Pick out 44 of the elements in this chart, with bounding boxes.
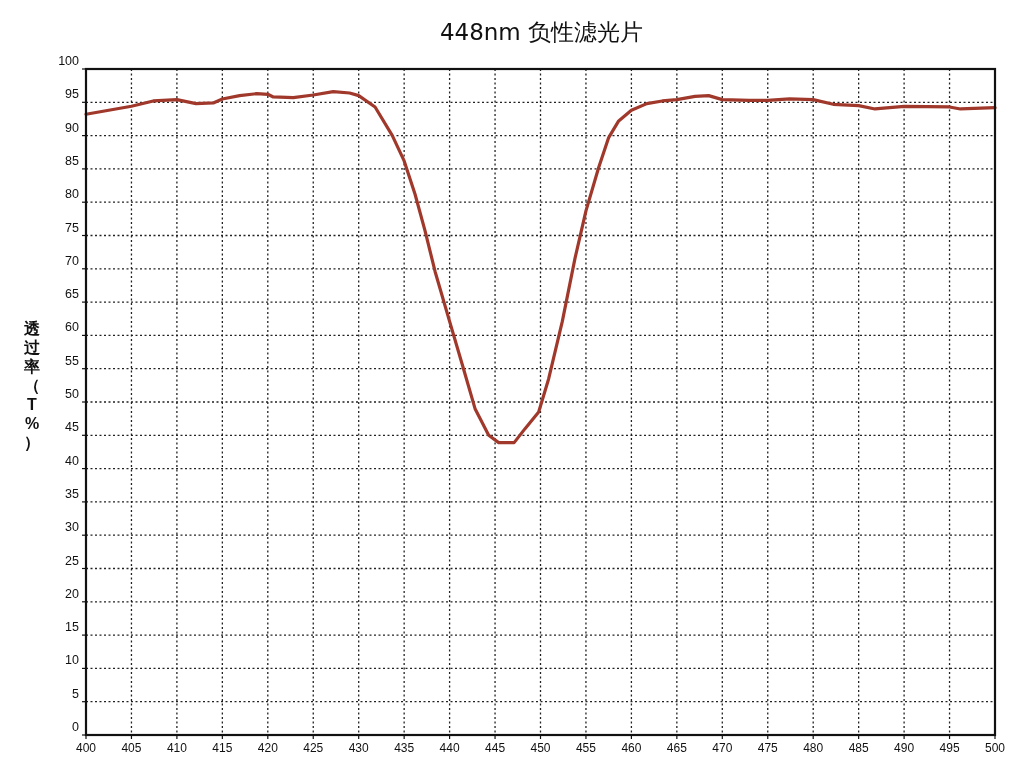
y-tick-label: 45 <box>65 420 80 435</box>
x-tick-label: 440 <box>439 741 460 755</box>
x-tick-label: 420 <box>257 741 279 755</box>
x-tick-label: 500 <box>984 741 1006 755</box>
y-tick-label: 10 <box>65 653 80 668</box>
y-tick-label: 90 <box>65 120 80 135</box>
y-tick-label: 5 <box>72 686 80 701</box>
x-tick-label: 450 <box>530 741 551 755</box>
x-tick-label: 415 <box>212 741 233 755</box>
x-tick-label: 465 <box>666 741 688 755</box>
x-tick-label: 475 <box>757 741 779 755</box>
x-tick-label: 485 <box>848 741 869 755</box>
y-tick-label: 50 <box>65 387 80 401</box>
y-tick-label: 20 <box>65 586 80 601</box>
y-tick-label: 15 <box>65 620 80 635</box>
y-tick-label: 85 <box>65 153 80 168</box>
y-tick-label: 70 <box>65 253 80 268</box>
x-tick-label: 470 <box>712 741 733 755</box>
y-axis-title: 透过率（T%） <box>23 320 41 452</box>
x-tick-label: 445 <box>485 741 506 755</box>
x-tick-label: 435 <box>394 741 415 755</box>
x-tick-label: 410 <box>166 741 188 755</box>
y-tick-label: 75 <box>65 220 80 235</box>
y-tick-label: 80 <box>65 187 80 202</box>
y-tick-label: 55 <box>65 353 80 368</box>
x-tick-label: 405 <box>121 741 142 755</box>
y-tick-label: 35 <box>65 486 80 501</box>
x-tick-label: 400 <box>75 741 97 755</box>
y-tick-label: 0 <box>72 720 80 734</box>
x-tick-label: 480 <box>803 741 824 755</box>
chart-title: 448nm 负性滤光片 <box>439 19 644 45</box>
x-tick-label: 455 <box>575 741 597 755</box>
x-tick-label: 495 <box>939 741 960 755</box>
x-tick-label: 425 <box>303 741 324 755</box>
y-tick-label: 40 <box>65 453 80 468</box>
x-tick-label: 490 <box>894 741 915 755</box>
y-tick-label: 95 <box>65 87 80 102</box>
y-tick-label: 65 <box>65 287 80 302</box>
x-tick-label: 460 <box>621 741 642 755</box>
y-tick-label: 30 <box>65 520 80 535</box>
y-tick-label: 100 <box>58 54 80 68</box>
y-tick-label: 25 <box>65 553 80 568</box>
x-tick-label: 430 <box>348 741 370 755</box>
y-tick-label: 60 <box>65 320 80 335</box>
